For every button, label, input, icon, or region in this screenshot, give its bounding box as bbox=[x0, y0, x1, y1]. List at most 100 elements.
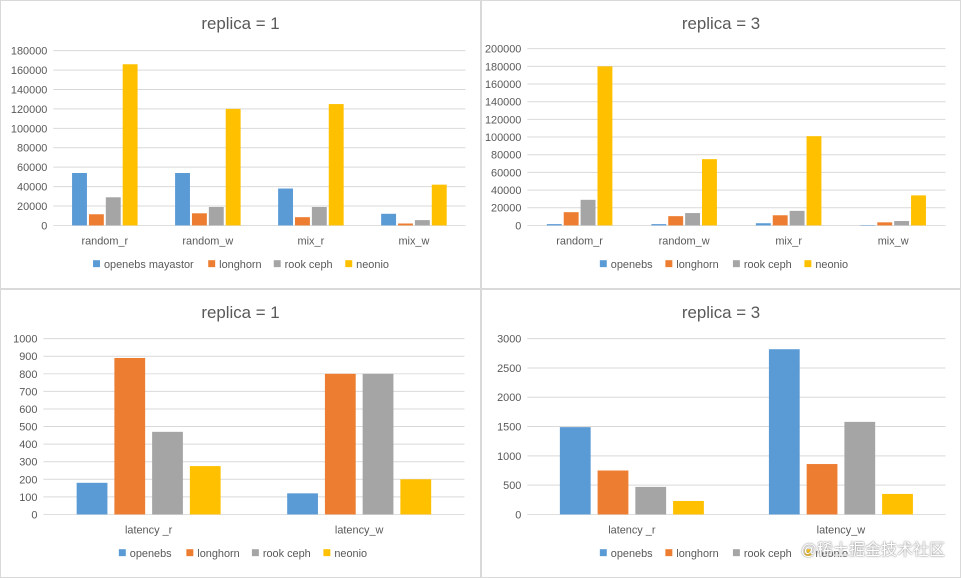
legend-swatch bbox=[186, 549, 194, 557]
y-tick-label: 180000 bbox=[11, 46, 47, 58]
x-category-label: mix_w bbox=[398, 235, 429, 247]
chart-title: replica = 3 bbox=[682, 14, 760, 33]
bar-neonio-mix_w bbox=[911, 195, 926, 226]
y-tick-label: 60000 bbox=[491, 167, 521, 179]
legend-label: neonio bbox=[815, 548, 848, 560]
y-tick-label: 700 bbox=[19, 386, 37, 398]
bar-neonio-mix_r bbox=[328, 104, 344, 226]
bar-openebs-mayastor-random_w bbox=[175, 173, 190, 226]
bar-rook-ceph-mix_w bbox=[894, 221, 910, 226]
y-tick-label: 2000 bbox=[497, 392, 521, 404]
legend-swatch bbox=[323, 549, 331, 557]
y-tick-label: 100 bbox=[19, 492, 37, 504]
y-tick-label: 0 bbox=[515, 509, 521, 521]
x-category-label: random_w bbox=[182, 235, 233, 247]
bar-longhorn-random_w bbox=[191, 213, 207, 226]
bar-rook-ceph-random_w bbox=[685, 213, 701, 226]
bar-neonio-latency_r bbox=[673, 500, 704, 515]
legend-label: longhorn bbox=[676, 259, 718, 271]
y-tick-label: 2500 bbox=[497, 363, 521, 375]
y-tick-label: 120000 bbox=[485, 114, 521, 126]
y-tick-label: 1000 bbox=[13, 334, 37, 346]
y-tick-label: 40000 bbox=[17, 182, 47, 194]
bar-longhorn-latency_w bbox=[324, 373, 356, 515]
legend-swatch bbox=[118, 549, 126, 557]
y-tick-label: 160000 bbox=[11, 65, 47, 77]
x-category-label: random_w bbox=[659, 235, 710, 247]
bar-neonio-random_w bbox=[702, 159, 717, 226]
y-tick-label: 40000 bbox=[491, 185, 521, 197]
latency-replica-3-panel: replica = 3 0 500 1000 1500 2000 2500 3000 laten… bbox=[481, 289, 961, 578]
legend-swatch bbox=[599, 549, 607, 557]
bar-openebs-random_r bbox=[546, 224, 562, 226]
legend-swatch bbox=[732, 260, 740, 268]
bar-neonio-mix_r bbox=[806, 136, 822, 226]
x-category-label: random_r bbox=[81, 235, 128, 247]
latency-replica-1-chart: replica = 1 0 100 200 300 400 500 600 700 800 900 1… bbox=[13, 303, 465, 560]
bar-rook-ceph-random_r bbox=[580, 199, 596, 226]
y-tick-label: 1000 bbox=[497, 451, 521, 463]
legend-label: longhorn bbox=[219, 259, 261, 271]
bar-rook-ceph-latency_w bbox=[362, 373, 394, 515]
y-tick-label: 500 bbox=[503, 480, 521, 492]
y-tick-label: 800 bbox=[19, 369, 37, 381]
legend-swatch bbox=[273, 260, 281, 268]
bar-neonio-random_r bbox=[122, 64, 138, 226]
y-tick-label: 140000 bbox=[11, 84, 47, 96]
y-tick-label: 20000 bbox=[17, 201, 47, 213]
y-tick-label: 120000 bbox=[11, 104, 47, 116]
legend-swatch bbox=[665, 549, 673, 557]
chart-title: replica = 3 bbox=[682, 303, 760, 322]
bar-rook-ceph-mix_r bbox=[311, 206, 327, 226]
legend-label: rook ceph bbox=[263, 548, 311, 560]
bar-openebs-mix_r bbox=[755, 223, 771, 226]
y-tick-label: 80000 bbox=[17, 143, 47, 155]
y-tick-label: 300 bbox=[19, 457, 37, 469]
y-tick-label: 60000 bbox=[17, 162, 47, 174]
bar-longhorn-mix_r bbox=[294, 217, 310, 226]
y-tick-label: 0 bbox=[41, 220, 47, 232]
legend-label: longhorn bbox=[676, 548, 718, 560]
bar-rook-ceph-latency_w bbox=[844, 421, 876, 515]
y-tick-label: 900 bbox=[19, 351, 37, 363]
bar-longhorn-random_w bbox=[668, 216, 684, 226]
bar-openebs-random_w bbox=[651, 224, 667, 226]
y-tick-label: 160000 bbox=[485, 79, 521, 91]
legend-label: longhorn bbox=[197, 548, 239, 560]
legend-label: openebs bbox=[611, 548, 653, 560]
legend-label: openebs bbox=[611, 259, 653, 271]
iops-replica-1-panel: replica = 1 0 20000 40000 60000 80000 100000 12… bbox=[0, 0, 481, 289]
x-category-label: mix_r bbox=[298, 235, 325, 247]
y-tick-label: 200 bbox=[19, 474, 37, 486]
x-category-label: latency _r bbox=[125, 524, 173, 536]
bar-longhorn-latency_r bbox=[597, 470, 629, 515]
bar-rook-ceph-latency_r bbox=[152, 431, 183, 515]
y-tick-label: 0 bbox=[515, 220, 521, 232]
y-tick-label: 500 bbox=[19, 422, 37, 434]
x-category-label: random_r bbox=[556, 235, 603, 247]
legend-label: neonio bbox=[356, 259, 389, 271]
x-category-label: latency _r bbox=[608, 524, 656, 536]
bar-neonio-latency_w bbox=[400, 479, 432, 515]
legend-swatch bbox=[208, 260, 216, 268]
latency-replica-1-panel: replica = 1 0 100 200 300 400 500 600 700 800 900 1… bbox=[0, 289, 481, 578]
legend-label: rook ceph bbox=[285, 259, 333, 271]
bar-openebs-latency_r bbox=[559, 427, 591, 515]
iops-replica-1-chart: replica = 1 0 20000 40000 60000 80000 100000 12… bbox=[11, 14, 466, 271]
x-category-label: latency_w bbox=[335, 524, 384, 536]
watermark-text: @稀土掘金技术社区 bbox=[800, 542, 945, 559]
bar-rook-ceph-mix_w bbox=[414, 220, 430, 226]
bar-rook-ceph-random_w bbox=[208, 206, 224, 226]
bar-neonio-random_r bbox=[597, 66, 613, 226]
y-tick-label: 200000 bbox=[485, 44, 521, 56]
chart-title: replica = 1 bbox=[201, 303, 279, 322]
y-tick-label: 1500 bbox=[497, 422, 521, 434]
bar-openebs-latency_w bbox=[287, 493, 318, 515]
legend-label: rook ceph bbox=[744, 259, 792, 271]
y-tick-label: 20000 bbox=[491, 203, 521, 215]
legend-label: neonio bbox=[334, 548, 367, 560]
x-category-label: mix_r bbox=[775, 235, 802, 247]
y-tick-label: 0 bbox=[31, 509, 37, 521]
legend-label: rook ceph bbox=[744, 548, 792, 560]
